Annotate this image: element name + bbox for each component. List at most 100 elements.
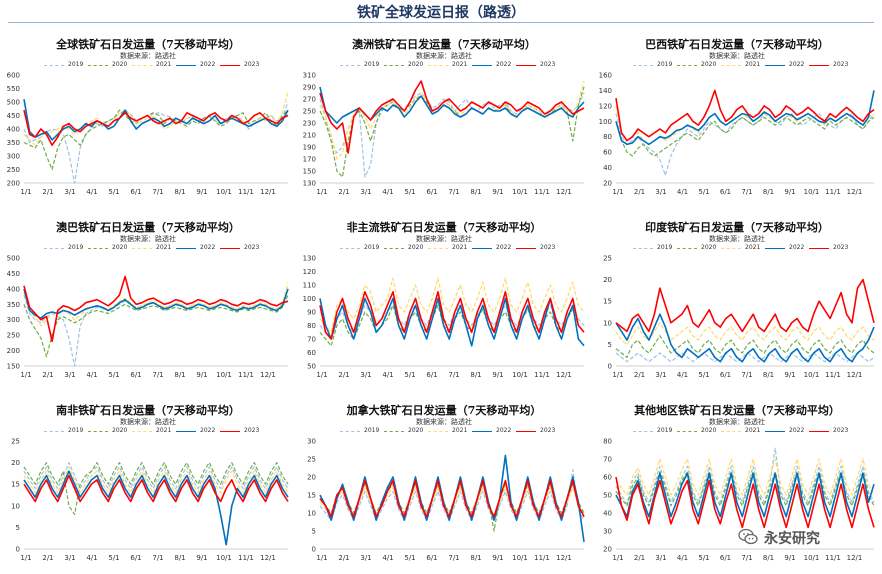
chart-legend: 2019 2020 2021 2022 2023 [296,244,592,254]
series-line-2022 [615,472,875,518]
y-tick-label: 250 [303,108,316,116]
x-tick-label: 2/1 [338,554,349,562]
x-tick-label: 3/1 [655,554,666,562]
series-line-2023 [615,89,875,142]
x-tick-label: 5/1 [698,188,709,196]
x-tick-label: 2/1 [634,554,645,562]
legend-swatch [428,248,448,249]
legend-label: 2022 [496,244,512,251]
legend-swatch [633,431,653,432]
x-tick-label: 12/1 [260,188,276,196]
y-tick-label: 80 [603,438,612,446]
y-tick-label: 60 [307,349,316,357]
x-tick-label: 11/1 [238,371,254,379]
y-tick-label: 60 [603,149,612,157]
legend-label: 2021 [745,244,761,251]
x-tick-label: 5/1 [404,188,415,196]
y-tick-label: 450 [7,270,20,278]
x-tick-label: 6/1 [426,188,437,196]
title-divider [8,22,874,23]
y-tick-label: 190 [303,144,316,152]
chart-title: 南非铁矿石日发运量（7天移动平均） [56,404,240,417]
legend-swatch [340,65,360,66]
x-tick-label: 6/1 [130,371,141,379]
legend-swatch [765,248,785,249]
legend-swatch [384,431,404,432]
y-tick-label: 250 [7,332,20,340]
legend-swatch [633,248,653,249]
legend-swatch [88,248,108,249]
chart-title: 澳巴铁矿石日发运量（7天移动平均） [56,221,240,234]
x-tick-label: 11/1 [238,554,254,562]
legend-swatch [88,65,108,66]
legend-swatch [220,65,240,66]
chart-plot: 0 5 10 15 20 25 1/1 2/1 3/1 4/1 5/1 6/1 7/1 8/1 9/1 10/… [11,438,289,562]
legend-label: 2022 [789,244,805,251]
series-line-2019 [319,92,585,178]
series-line-2021 [319,80,585,160]
x-tick-label: 3/1 [360,554,371,562]
chart-title: 全球铁矿石日发运量（7天移动平均） [56,38,240,51]
legend-swatch [220,431,240,432]
series-line-2023 [319,479,585,518]
series-line-2023 [319,80,585,154]
x-tick-label: 7/1 [741,188,752,196]
series-line-2021 [23,91,289,146]
x-tick-label: 12/1 [260,554,276,562]
chart-plot: 200 250 300 350 400 450 500 550 600 1/1 2/1 3/1 4/1 5… [7,72,289,196]
series-line-2021 [23,466,289,494]
chart-panel: 印度铁矿石日发运量（7天移动平均） 数据来源：路透社 2019 2020 2021 202… [592,207,882,390]
x-tick-label: 6/1 [720,188,731,196]
y-tick-label: 20 [603,276,612,284]
y-tick-label: 350 [7,139,20,147]
series-line-2022 [615,90,875,146]
x-tick-label: 3/1 [655,371,666,379]
x-tick-label: 3/1 [64,371,75,379]
x-tick-label: 6/1 [426,554,437,562]
legend-label: 2023 [833,244,849,251]
x-tick-label: 7/1 [741,554,752,562]
y-tick-label: 90 [307,309,316,317]
y-tick-label: 310 [303,72,316,80]
x-tick-label: 7/1 [152,188,163,196]
x-tick-label: 10/1 [216,371,232,379]
x-tick-label: 7/1 [741,371,752,379]
series-line-2019 [319,469,585,521]
y-tick-label: 210 [303,132,316,140]
legend-swatch [44,65,64,66]
series-line-2023 [23,109,289,146]
x-tick-label: 11/1 [825,188,841,196]
x-tick-label: 8/1 [763,188,774,196]
legend-swatch [677,248,697,249]
y-tick-label: 130 [303,180,316,188]
legend-label: 2022 [200,427,216,434]
y-tick-label: 0 [608,363,612,371]
legend-swatch [721,65,741,66]
x-tick-label: 9/1 [492,554,503,562]
y-tick-label: 60 [603,474,612,482]
x-tick-label: 8/1 [174,554,185,562]
x-tick-label: 1/1 [316,188,327,196]
x-tick-label: 7/1 [448,188,459,196]
legend-label: 2019 [657,244,673,251]
legend-label: 2019 [364,61,380,68]
y-tick-label: 20 [307,474,316,482]
series-line-2020 [319,304,585,347]
y-tick-label: 200 [7,347,20,355]
legend-swatch [677,431,697,432]
y-tick-label: 120 [303,268,316,276]
legend-swatch [220,248,240,249]
x-tick-label: 2/1 [338,371,349,379]
x-tick-label: 10/1 [804,188,820,196]
x-tick-label: 8/1 [470,371,481,379]
x-tick-label: 5/1 [404,554,415,562]
x-tick-label: 1/1 [612,371,623,379]
y-tick-label: 300 [7,316,20,324]
y-tick-label: 10 [603,319,612,327]
y-tick-label: 100 [303,295,316,303]
legend-swatch [472,431,492,432]
series-line-2023 [615,476,875,529]
chart-source: 数据来源：路透社 [120,418,176,426]
series-line-2021 [615,322,875,345]
series-line-2019 [319,304,585,340]
